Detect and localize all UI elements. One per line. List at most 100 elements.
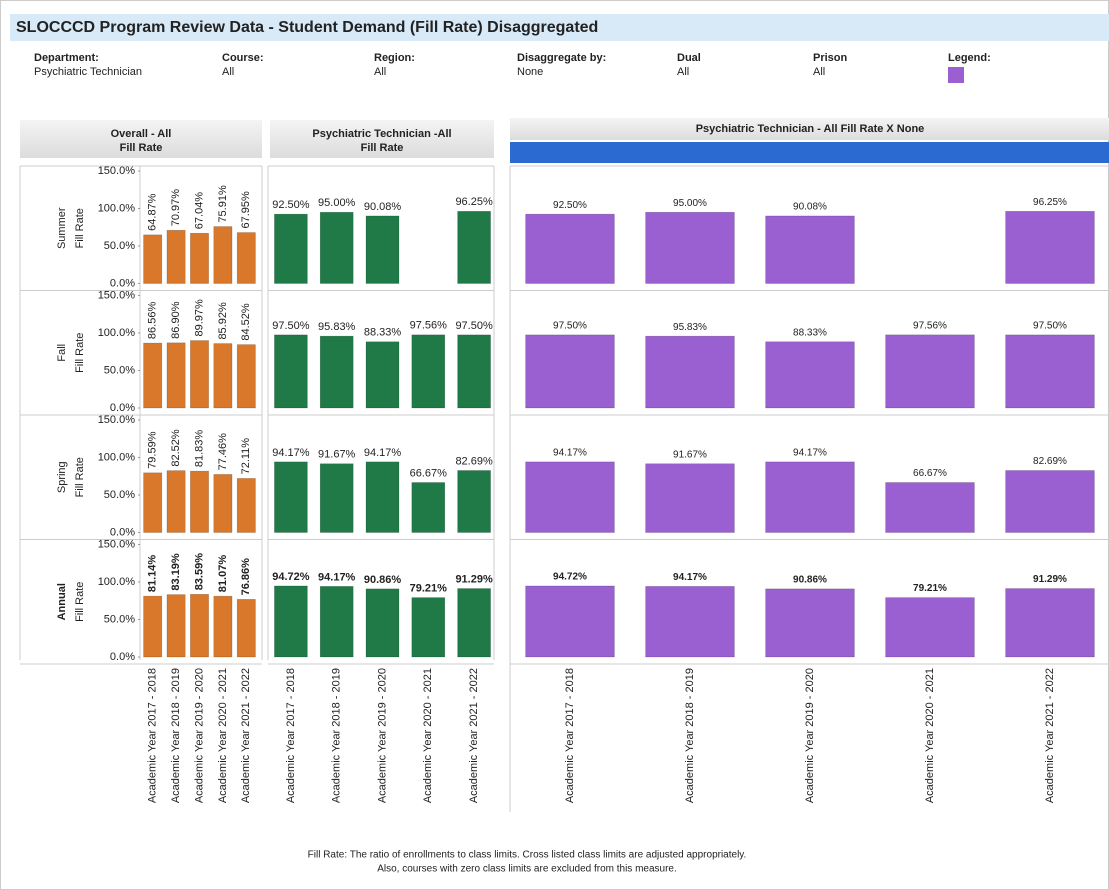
value-label: 90.08% (793, 202, 827, 213)
value-label: 76.86% (240, 558, 252, 596)
value-label: 94.17% (793, 448, 827, 459)
value-label: 86.90% (170, 301, 182, 339)
value-label: 85.92% (217, 302, 229, 340)
value-label: 64.87% (147, 193, 159, 231)
y-tick-label: 50.0% (104, 613, 135, 625)
filter-value: All (222, 66, 234, 78)
value-label: 91.67% (673, 449, 707, 460)
bar (457, 470, 491, 533)
value-label: 90.08% (364, 201, 402, 213)
bar (319, 211, 354, 284)
bar (365, 461, 400, 533)
bar (885, 334, 975, 409)
chart-title: Psychiatric Technician - All Fill Rate X… (696, 123, 925, 135)
value-label: 95.83% (318, 321, 356, 333)
y-tick-label: 50.0% (104, 489, 135, 501)
value-label: 82.69% (1033, 456, 1067, 467)
footnote: Fill Rate: The ratio of enrollments to c… (308, 850, 747, 861)
row-measure: Fill Rate (74, 582, 86, 622)
row-measure: Fill Rate (74, 457, 86, 497)
bar (319, 463, 354, 533)
value-label: 94.17% (553, 448, 587, 459)
y-tick-label: 150.0% (98, 414, 136, 426)
value-label: 79.21% (410, 582, 448, 594)
filter-label: Prison (813, 52, 848, 64)
bar (365, 215, 400, 284)
bar (411, 482, 446, 533)
y-tick-label: 0.0% (110, 526, 135, 538)
value-label: 90.86% (364, 574, 402, 586)
value-label: 97.50% (1033, 321, 1067, 332)
y-tick-label: 100.0% (98, 451, 136, 463)
bar (166, 229, 186, 284)
bar (457, 334, 491, 409)
filter-value: All (813, 66, 825, 78)
y-tick-label: 0.0% (110, 402, 135, 414)
x-tick-label: Academic Year 2020 - 2021 (217, 668, 229, 803)
chart-header (270, 120, 494, 158)
value-label: 88.33% (364, 327, 402, 339)
x-tick-label: Academic Year 2021 - 2022 (240, 668, 252, 803)
value-label: 83.19% (170, 553, 182, 591)
bar (885, 482, 975, 533)
value-label: 66.67% (913, 468, 947, 479)
x-tick-label: Academic Year 2018 - 2019 (331, 668, 343, 803)
x-tick-label: Academic Year 2020 - 2021 (924, 668, 936, 803)
x-tick-label: Academic Year 2019 - 2020 (376, 668, 388, 803)
value-label: 92.50% (272, 199, 310, 211)
y-tick-label: 50.0% (104, 240, 135, 252)
bar (166, 342, 186, 409)
value-label: 91.29% (1033, 574, 1067, 585)
bar (645, 586, 735, 658)
bar (274, 334, 308, 409)
bar (143, 472, 163, 533)
bar (319, 335, 354, 409)
value-label: 79.59% (147, 431, 159, 469)
value-label: 90.86% (793, 574, 827, 585)
bar (319, 586, 354, 658)
value-label: 81.07% (217, 555, 229, 593)
value-label: 96.25% (1033, 197, 1067, 208)
value-label: 82.52% (170, 429, 182, 467)
x-tick-label: Academic Year 2018 - 2019 (170, 668, 182, 803)
value-label: 82.69% (455, 455, 493, 467)
x-tick-label: Academic Year 2019 - 2020 (193, 668, 205, 803)
bar (190, 232, 209, 284)
bar (645, 211, 735, 284)
value-label: 91.29% (455, 573, 493, 585)
value-label: 94.17% (272, 447, 310, 459)
value-label: 95.83% (673, 322, 707, 333)
bar (274, 461, 308, 533)
value-label: 97.50% (553, 321, 587, 332)
value-label: 97.50% (455, 320, 493, 332)
bar (236, 478, 256, 533)
value-label: 91.67% (318, 449, 356, 461)
y-tick-label: 150.0% (98, 538, 136, 550)
y-tick-label: 150.0% (98, 165, 136, 177)
x-tick-label: Academic Year 2018 - 2019 (684, 668, 696, 803)
bar (236, 599, 256, 658)
bar (166, 470, 186, 533)
bar (143, 595, 163, 658)
bar (885, 597, 975, 658)
bar (1005, 470, 1095, 533)
bar (457, 588, 491, 658)
filter-value: Psychiatric Technician (34, 66, 142, 78)
chart-header (20, 120, 262, 158)
x-tick-label: Academic Year 2017 - 2018 (564, 668, 576, 803)
filter-label: Course: (222, 52, 264, 64)
value-label: 86.56% (147, 302, 159, 340)
value-label: 89.97% (193, 299, 205, 337)
x-tick-label: Academic Year 2019 - 2020 (804, 668, 816, 803)
filter-value: All (374, 66, 386, 78)
row-label: Annual (56, 583, 68, 620)
value-label: 79.21% (913, 583, 947, 594)
value-label: 67.95% (240, 191, 252, 229)
bar (411, 334, 446, 409)
bar (1005, 211, 1095, 284)
bar (525, 334, 615, 409)
y-tick-label: 100.0% (98, 327, 136, 339)
bar (190, 594, 209, 658)
bar (1005, 588, 1095, 658)
